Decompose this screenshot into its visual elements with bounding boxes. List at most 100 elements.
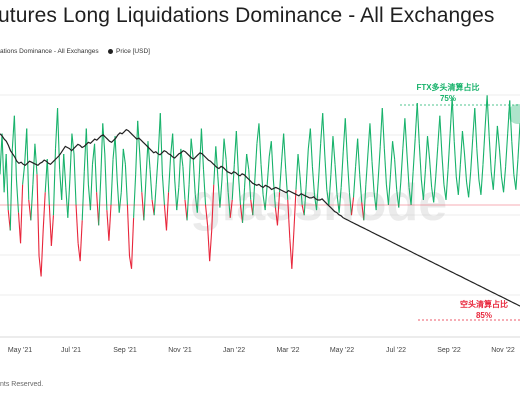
dominance-segment — [412, 138, 416, 172]
dominance-segment — [311, 166, 316, 195]
dominance-segment — [182, 166, 186, 200]
dominance-segment — [342, 118, 346, 152]
dominance-segment — [387, 174, 392, 206]
dominance-segment — [348, 192, 353, 216]
dominance-segment — [359, 174, 363, 203]
dominance-segment — [293, 189, 297, 231]
dominance-segment — [369, 123, 373, 162]
dominance-segment — [509, 100, 513, 142]
dominance-segment — [474, 108, 478, 149]
dominance-segment — [61, 153, 65, 200]
dominance-segment — [404, 118, 408, 155]
dominance-segment — [65, 187, 69, 218]
dominance-segment — [1, 133, 5, 193]
dominance-segment — [320, 113, 324, 144]
dominance-segment — [159, 113, 163, 175]
dominance-segment — [114, 136, 118, 180]
dominance-segment — [141, 192, 145, 221]
dominance-segment — [252, 179, 256, 216]
dominance-segment — [318, 143, 322, 180]
dominance-segment — [336, 194, 340, 213]
dominance-segment — [283, 133, 287, 170]
dominance-segment — [383, 148, 387, 185]
x-tick-label: Jan '22 — [223, 347, 245, 354]
dominance-segment — [264, 184, 268, 211]
dominance-segment — [96, 192, 100, 226]
dominance-segment — [231, 164, 235, 200]
dominance-segment — [332, 136, 336, 165]
dominance-segment — [340, 151, 344, 188]
dominance-segment — [22, 164, 26, 185]
x-tick-label: Jul '22 — [386, 347, 406, 354]
dominance-segment — [287, 199, 291, 239]
price-line — [0, 128, 520, 307]
dominance-segment — [120, 148, 124, 193]
dominance-segment — [139, 153, 143, 193]
dominance-segment — [44, 159, 48, 193]
dominance-segment — [433, 176, 437, 203]
legend-item-price-label: Price [USD] — [116, 48, 150, 55]
dominance-segment — [272, 179, 276, 208]
dominance-segment — [93, 143, 98, 193]
copyright-footer: nts Reserved. — [0, 381, 44, 388]
x-tick-label: Nov '22 — [491, 347, 515, 354]
dominance-segment — [81, 171, 85, 221]
dominance-segment — [445, 169, 449, 200]
dominance-segment — [515, 159, 519, 190]
dominance-segment — [295, 153, 299, 190]
dominance-segment — [229, 199, 233, 218]
dominance-segment — [83, 128, 87, 172]
annotation-short-label: 空头清算占比 — [460, 299, 508, 309]
dominance-segment — [392, 141, 396, 160]
dominance-segment — [365, 153, 369, 185]
dominance-segment — [468, 171, 472, 198]
dominance-segment — [498, 148, 503, 177]
dominance-segment — [5, 153, 9, 211]
dominance-segment — [377, 146, 381, 180]
dominance-segment — [299, 176, 303, 206]
dominance-segment — [402, 118, 406, 149]
dominance-segment — [270, 141, 274, 180]
dominance-segment — [104, 153, 108, 211]
dominance-segment — [116, 179, 120, 213]
dominance-segment — [328, 174, 332, 206]
dominance-segment — [223, 138, 227, 160]
dominance-segment — [56, 108, 61, 170]
dominance-segment — [172, 133, 176, 180]
dominance-segment — [130, 217, 135, 269]
dominance-segment — [453, 141, 457, 177]
dominance-segment — [89, 164, 94, 211]
dominance-segment — [488, 136, 492, 172]
dominance-segment — [54, 108, 59, 149]
dominance-segment — [211, 184, 215, 231]
dominance-segment — [32, 143, 36, 185]
dominance-segment — [30, 184, 34, 221]
dominance-segment — [507, 100, 511, 134]
dominance-segment — [486, 95, 490, 137]
dominance-segment — [75, 204, 79, 244]
dominance-segment — [221, 138, 225, 180]
dominance-segment — [505, 133, 509, 167]
dominance-segment — [209, 230, 213, 262]
dominance-segment — [303, 184, 307, 216]
legend-item-dominance[interactable]: ations Dominance - All Exchanges — [0, 48, 99, 55]
dominance-segment — [338, 187, 342, 213]
dominance-segment — [324, 153, 328, 190]
dominance-segment — [46, 159, 50, 206]
dominance-segment — [110, 159, 114, 206]
dominance-segment — [416, 102, 420, 144]
dominance-segment — [161, 174, 165, 206]
dominance-segment — [42, 192, 46, 231]
dominance-segment — [371, 161, 375, 193]
dominance-segment — [447, 133, 451, 170]
dominance-segment — [357, 138, 361, 175]
dominance-segment — [219, 179, 223, 208]
dominance-segment — [470, 138, 474, 172]
dominance-segment — [254, 143, 258, 180]
dominance-segment — [429, 159, 433, 188]
annotation-ftx-value: 75% — [440, 94, 456, 103]
legend-item-price[interactable]: Price [USD] — [108, 48, 150, 55]
dominance-segment — [367, 123, 371, 155]
dominance-segment — [330, 136, 334, 175]
dominance-segment — [0, 133, 3, 175]
